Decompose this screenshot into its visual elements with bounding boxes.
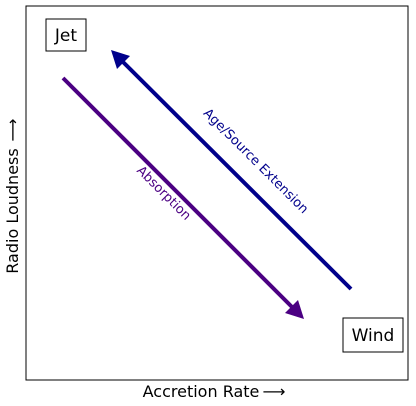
jet-label-box: Jet [45,18,87,52]
wind-label: Wind [352,326,395,346]
plot-frame [25,5,409,381]
x-axis-title: Accretion Rate ⟶ [143,382,286,401]
y-axis-label: Radio Loudness [3,148,22,273]
x-axis-label: Accretion Rate [143,382,260,401]
wind-label-box: Wind [342,317,404,353]
age-arrow-label: Age/Source Extension [200,106,311,217]
y-axis-arrow-icon: ⟶ [3,118,22,141]
jet-label: Jet [54,26,77,46]
age-arrow-head [111,50,130,69]
y-axis-title: Radio Loudness ⟶ [3,118,22,273]
absorption-arrow-label: Absorption [133,163,193,223]
absorption-arrow-shaft [61,76,295,310]
age-arrow-shaft [120,59,353,291]
absorption-arrow-head [285,300,304,319]
absorption-arrow: Absorption [61,76,304,319]
x-axis-arrow-icon: ⟶ [263,382,286,401]
